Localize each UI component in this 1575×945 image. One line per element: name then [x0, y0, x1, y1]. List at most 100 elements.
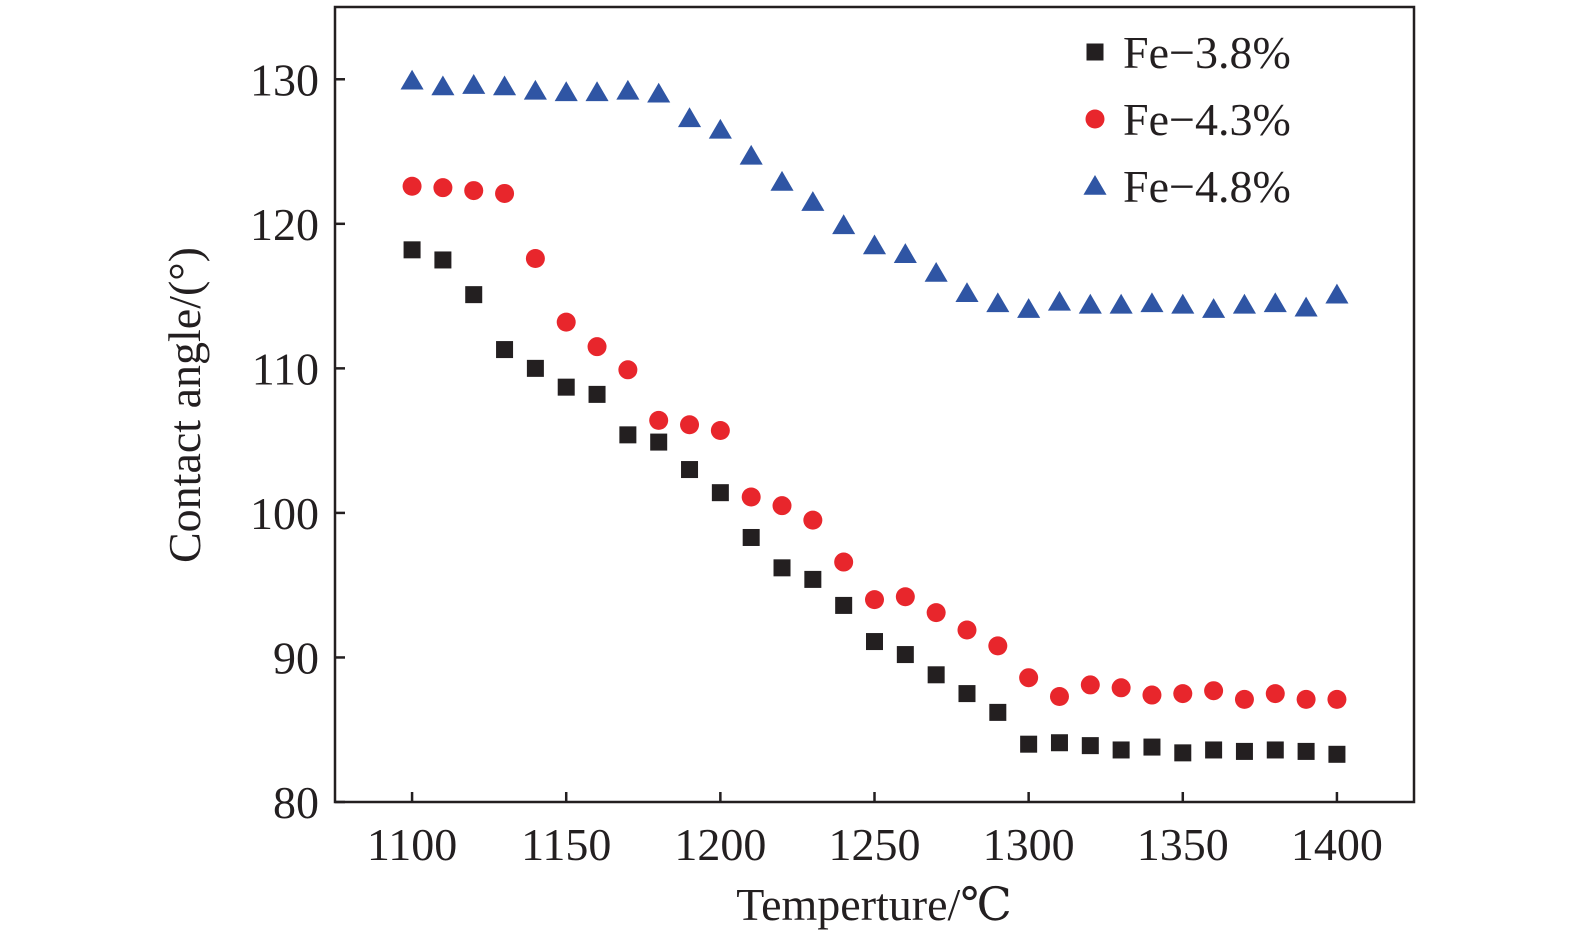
data-point-square — [434, 251, 452, 269]
data-point-circle — [464, 181, 484, 201]
data-point-triangle — [1202, 298, 1226, 318]
data-point-triangle — [770, 170, 794, 191]
y-tick-label: 110 — [252, 343, 319, 394]
data-point-circle — [1142, 685, 1162, 705]
data-point-square — [465, 286, 483, 304]
data-point-circle — [649, 410, 669, 430]
data-point-triangle — [554, 81, 578, 102]
data-point-circle — [618, 360, 638, 380]
data-point-triangle — [986, 292, 1010, 313]
data-point-circle — [988, 636, 1008, 656]
data-point-circle — [834, 552, 854, 572]
data-point-circle — [495, 183, 515, 203]
data-point-triangle — [924, 261, 948, 282]
data-point-circle — [402, 176, 422, 196]
data-point-triangle — [585, 81, 609, 102]
data-point-triangle — [955, 282, 979, 302]
data-point-triangle — [1325, 283, 1349, 304]
data-point-circle — [525, 249, 545, 269]
legend-label: Fe−4.3% — [1123, 94, 1291, 145]
data-point-square — [1266, 741, 1284, 759]
data-points — [400, 69, 1349, 763]
data-point-square — [496, 341, 514, 359]
legend-label: Fe−4.8% — [1123, 161, 1291, 212]
data-point-square — [1328, 745, 1346, 763]
data-point-square — [681, 461, 699, 479]
data-point-circle — [926, 603, 946, 623]
data-point-circle — [865, 590, 884, 610]
data-point-square — [1050, 734, 1068, 752]
data-point-triangle — [893, 243, 917, 263]
legend-marker-triangle — [1083, 175, 1107, 195]
x-tick-label: 1250 — [829, 819, 921, 870]
legend-marker-circle — [1085, 109, 1105, 129]
data-point-triangle — [462, 74, 486, 94]
data-point-triangle — [1109, 293, 1133, 314]
data-point-square — [1112, 741, 1130, 759]
x-tick-label: 1350 — [1137, 819, 1229, 870]
x-axis: 1100 1150 1200 1250 1300 1350 1400 — [367, 792, 1383, 870]
data-point-square — [619, 426, 637, 444]
data-point-triangle — [400, 69, 424, 90]
data-point-triangle — [1017, 298, 1041, 318]
data-point-triangle — [523, 79, 547, 100]
data-point-triangle — [431, 75, 455, 96]
legend-label: Fe−3.8% — [1123, 27, 1291, 78]
data-point-triangle — [862, 234, 887, 255]
data-point-triangle — [1047, 290, 1072, 311]
data-point-triangle — [801, 191, 825, 211]
y-tick-label: 90 — [273, 632, 319, 683]
data-point-square — [866, 633, 883, 651]
data-point-square — [650, 433, 668, 451]
series-triangle — [400, 69, 1349, 318]
data-point-triangle — [1078, 293, 1102, 314]
data-point-square — [557, 378, 575, 396]
data-point-circle — [741, 487, 761, 507]
y-tick-label: 100 — [250, 488, 319, 539]
data-point-square — [835, 596, 853, 614]
data-point-circle — [1296, 689, 1316, 709]
data-point-square — [1143, 738, 1161, 756]
y-tick-label: 120 — [250, 199, 319, 250]
data-point-square — [1205, 741, 1223, 759]
data-point-square — [711, 484, 729, 502]
data-point-triangle — [708, 118, 732, 139]
x-tick-label: 1300 — [983, 819, 1075, 870]
data-point-circle — [556, 312, 576, 332]
data-point-square — [896, 646, 914, 664]
data-point-triangle — [493, 75, 517, 96]
data-point-triangle — [832, 214, 856, 235]
data-point-square — [804, 570, 822, 588]
data-point-square — [773, 559, 791, 577]
data-point-circle — [1204, 681, 1224, 701]
data-point-square — [742, 528, 760, 546]
data-point-circle — [1080, 675, 1100, 695]
data-point-circle — [710, 421, 730, 441]
data-point-triangle — [677, 107, 702, 128]
x-tick-label: 1100 — [367, 819, 457, 870]
data-point-triangle — [1171, 293, 1195, 314]
data-point-square — [403, 241, 421, 259]
data-point-square — [1081, 737, 1099, 755]
data-point-triangle — [647, 82, 671, 103]
data-point-circle — [895, 587, 915, 607]
data-point-circle — [433, 178, 453, 198]
data-point-triangle — [1294, 296, 1318, 317]
data-point-square — [1174, 744, 1192, 762]
data-point-square — [958, 685, 976, 703]
data-point-circle — [1234, 689, 1254, 709]
data-point-triangle — [739, 144, 763, 165]
data-point-circle — [1111, 678, 1131, 698]
series-circle — [402, 176, 1347, 709]
x-tick-label: 1400 — [1291, 819, 1383, 870]
data-point-triangle — [1263, 292, 1287, 313]
data-point-triangle — [616, 79, 640, 100]
data-point-circle — [803, 510, 823, 530]
data-point-circle — [1327, 689, 1347, 709]
data-point-circle — [1173, 684, 1193, 704]
data-point-circle — [587, 337, 607, 357]
series-square — [403, 241, 1346, 763]
legend-marker-square — [1086, 43, 1104, 61]
data-point-circle — [1265, 684, 1285, 704]
